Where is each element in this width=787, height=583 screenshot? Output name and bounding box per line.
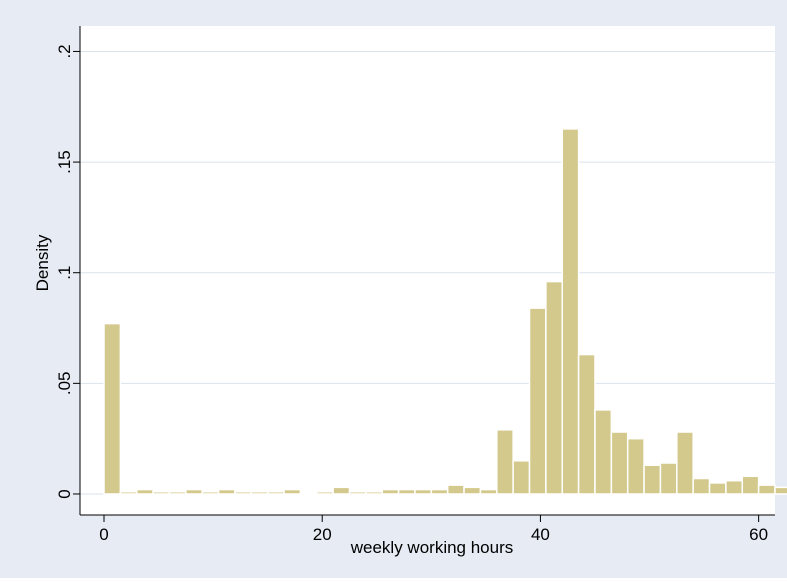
- x-tick-label: 20: [313, 525, 332, 544]
- histogram-bar: [496, 429, 514, 495]
- histogram-bar: [201, 491, 220, 495]
- histogram-bar: [283, 488, 302, 495]
- histogram-bar: [659, 462, 678, 495]
- histogram-bar: [168, 491, 187, 495]
- histogram-bar: [463, 486, 482, 495]
- histogram-bar: [774, 486, 787, 495]
- histogram-bar: [250, 491, 269, 495]
- histogram-bar: [430, 488, 449, 495]
- histogram-bar: [348, 491, 367, 495]
- x-tick-label: 0: [99, 525, 108, 544]
- histogram-bar: [266, 491, 285, 495]
- histogram-bar: [512, 460, 531, 495]
- histogram-bar: [757, 484, 776, 495]
- histogram-bar: [594, 409, 613, 495]
- y-axis-label: Density: [33, 234, 52, 291]
- histogram-bar: [741, 475, 760, 495]
- histogram-bar: [414, 488, 433, 495]
- y-tick-label: .05: [55, 372, 74, 396]
- histogram-bar: [135, 488, 154, 495]
- histogram-bar: [365, 491, 383, 495]
- histogram-bar: [299, 492, 318, 495]
- histogram-bar: [692, 477, 711, 495]
- y-tick-label: .1: [55, 266, 74, 280]
- axes: [79, 26, 775, 516]
- histogram-bar: [676, 431, 694, 495]
- histogram-bar: [545, 280, 563, 495]
- histogram-bar: [332, 486, 351, 495]
- x-tick-label: 60: [749, 525, 768, 544]
- histogram-bar: [708, 482, 727, 495]
- histogram-bar: [316, 491, 334, 495]
- bars: [103, 128, 787, 495]
- y-tick-label: .2: [55, 44, 74, 58]
- plot-area: [80, 26, 775, 515]
- histogram-bar: [725, 479, 744, 495]
- histogram-bar: [119, 491, 138, 495]
- histogram-bar: [381, 488, 400, 495]
- histogram-bar: [528, 307, 547, 495]
- x-tick-label: 40: [531, 525, 550, 544]
- histogram-bar: [643, 464, 662, 495]
- histogram-bar: [626, 437, 645, 495]
- histogram-bar: [446, 484, 465, 495]
- histogram-bar: [577, 353, 596, 495]
- histogram-bar: [103, 322, 122, 495]
- histogram-bar: [610, 431, 629, 495]
- histogram-bar: [185, 488, 203, 495]
- x-axis-label: weekly working hours: [350, 538, 514, 557]
- x-ticks: 0 20 40 60: [99, 515, 768, 544]
- y-tick-label: 0: [55, 489, 74, 498]
- histogram-bar: [479, 488, 498, 495]
- y-ticks: 0 .05 .1 .15 .2: [55, 44, 80, 499]
- histogram-bar: [561, 128, 580, 495]
- y-tick-label: .15: [55, 150, 74, 174]
- histogram-bar: [152, 491, 171, 495]
- histogram-bar: [217, 488, 236, 495]
- histogram-bar: [397, 488, 416, 495]
- histogram-bar: [234, 491, 253, 495]
